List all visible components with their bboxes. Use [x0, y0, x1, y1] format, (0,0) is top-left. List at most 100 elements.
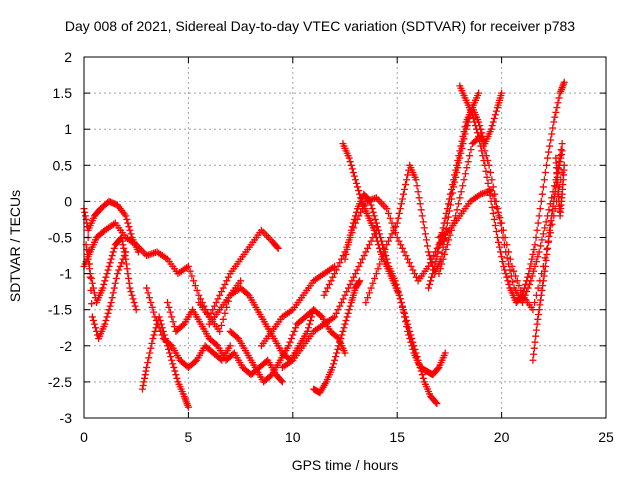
- data-point: [188, 272, 196, 280]
- data-point: [421, 230, 429, 238]
- data-point: [289, 331, 297, 339]
- data-point: [184, 403, 192, 411]
- data-point: [547, 136, 555, 144]
- data-point: [406, 327, 414, 335]
- data-point: [549, 124, 557, 132]
- data-point: [416, 200, 424, 208]
- data-point: [522, 280, 530, 288]
- data-point: [433, 400, 441, 408]
- data-point: [365, 241, 373, 249]
- data-point: [331, 313, 339, 321]
- data-point: [432, 398, 440, 406]
- data-point: [539, 230, 547, 238]
- data-point: [453, 161, 461, 169]
- data-point: [399, 306, 407, 314]
- data-point: [434, 248, 442, 256]
- data-point: [118, 234, 126, 241]
- data-point: [533, 320, 541, 328]
- data-point: [550, 118, 558, 126]
- data-point: [122, 248, 130, 256]
- data-point: [108, 294, 116, 302]
- data-point: [487, 125, 495, 133]
- data-point: [166, 349, 174, 357]
- data-point: [418, 212, 426, 220]
- data-point: [371, 274, 379, 282]
- data-point: [488, 176, 496, 184]
- data-point: [404, 320, 412, 328]
- data-point: [342, 250, 350, 258]
- data-point: [540, 176, 548, 184]
- data-point: [109, 248, 117, 256]
- data-point: [147, 344, 155, 352]
- data-point: [545, 148, 553, 156]
- data-point: [503, 241, 511, 249]
- data-point: [155, 324, 163, 332]
- data-point: [191, 282, 199, 290]
- data-point: [346, 231, 354, 239]
- data-point: [487, 197, 495, 205]
- data-point: [134, 248, 142, 256]
- data-point: [347, 226, 355, 234]
- data-point: [325, 280, 333, 288]
- data-point: [339, 295, 347, 303]
- data-point: [560, 78, 568, 86]
- data-point: [344, 309, 352, 317]
- data-point: [345, 306, 353, 314]
- data-point: [345, 154, 353, 162]
- data-point: [484, 179, 492, 187]
- series-track-16: [339, 140, 441, 408]
- data-point: [515, 282, 523, 290]
- data-point: [331, 356, 339, 364]
- data-point: [365, 289, 373, 297]
- data-point: [509, 278, 517, 286]
- data-point: [498, 89, 506, 97]
- data-point: [409, 338, 417, 346]
- data-point: [197, 295, 205, 303]
- data-point: [362, 298, 370, 306]
- data-point: [443, 205, 451, 213]
- data-point: [386, 234, 394, 241]
- data-point: [167, 353, 175, 361]
- data-point: [501, 266, 509, 274]
- data-point: [351, 212, 359, 220]
- data-point: [278, 378, 286, 386]
- data-point: [216, 291, 224, 299]
- data-point: [396, 205, 404, 213]
- data-point: [553, 104, 561, 112]
- data-point: [355, 278, 363, 286]
- data-point: [106, 259, 114, 267]
- data-point: [524, 273, 532, 281]
- y-tick-label: 1.5: [53, 85, 73, 101]
- data-point: [548, 207, 556, 215]
- data-point: [532, 234, 540, 241]
- data-point: [443, 241, 451, 249]
- data-point: [351, 270, 359, 278]
- data-point: [168, 313, 176, 321]
- data-point: [332, 309, 340, 317]
- data-point: [410, 342, 418, 350]
- data-point: [397, 298, 405, 306]
- data-point: [468, 111, 476, 119]
- data-point: [130, 298, 138, 306]
- data-point: [150, 331, 158, 339]
- data-point: [286, 338, 294, 346]
- data-point: [147, 298, 155, 306]
- data-point: [536, 205, 544, 213]
- data-point: [428, 259, 436, 267]
- data-point: [401, 185, 409, 193]
- data-point: [407, 331, 415, 339]
- data-point: [209, 306, 217, 314]
- data-point: [337, 335, 345, 343]
- data-point: [345, 236, 353, 244]
- data-point: [534, 219, 542, 227]
- data-point: [217, 288, 225, 296]
- data-point: [224, 273, 232, 281]
- data-point: [477, 142, 485, 150]
- data-point: [431, 262, 439, 270]
- data-point: [554, 99, 562, 107]
- data-point: [111, 279, 119, 287]
- data-point: [158, 331, 166, 339]
- data-point: [418, 371, 426, 379]
- data-point: [499, 226, 507, 234]
